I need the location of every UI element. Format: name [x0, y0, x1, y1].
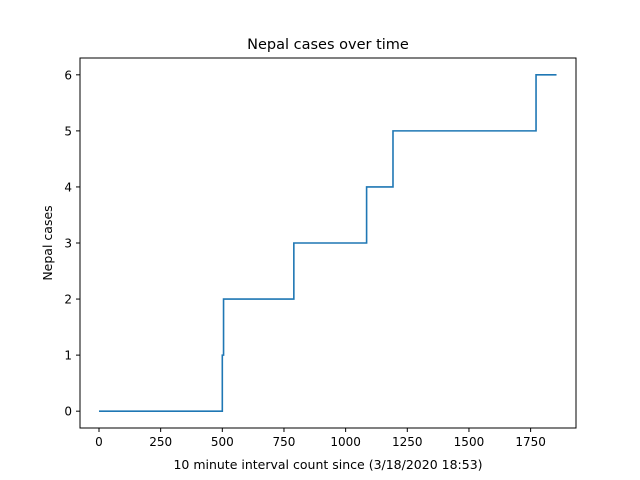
x-tick-label: 250: [149, 435, 172, 449]
y-tick-label: 6: [64, 68, 72, 82]
y-tick-label: 0: [64, 405, 72, 419]
x-axis-ticks: 0 250 500 750 1000 1250 1500 1750: [95, 428, 546, 449]
y-tick-label: 3: [64, 237, 72, 251]
plot-frame: [79, 57, 577, 429]
x-tick-label: 1250: [392, 435, 423, 449]
y-axis-ticks: 0 1 2 3 4 5 6: [64, 68, 80, 419]
y-tick-label: 1: [64, 349, 72, 363]
y-tick-label: 4: [64, 180, 72, 194]
x-tick-label: 1500: [454, 435, 485, 449]
x-tick-label: 500: [211, 435, 234, 449]
x-axis-label: 10 minute interval count since (3/18/202…: [173, 457, 482, 472]
series-layer: [98, 74, 557, 412]
y-axis-label: Nepal cases: [40, 205, 55, 280]
x-tick-label: 1000: [330, 435, 361, 449]
x-tick-label: 1750: [515, 435, 546, 449]
y-tick-label: 5: [64, 124, 72, 138]
chart-title: Nepal cases over time: [247, 37, 409, 53]
x-tick-label: 0: [95, 435, 103, 449]
y-tick-label: 2: [64, 293, 72, 307]
series-line-0: [98, 74, 557, 412]
x-tick-label: 750: [273, 435, 296, 449]
